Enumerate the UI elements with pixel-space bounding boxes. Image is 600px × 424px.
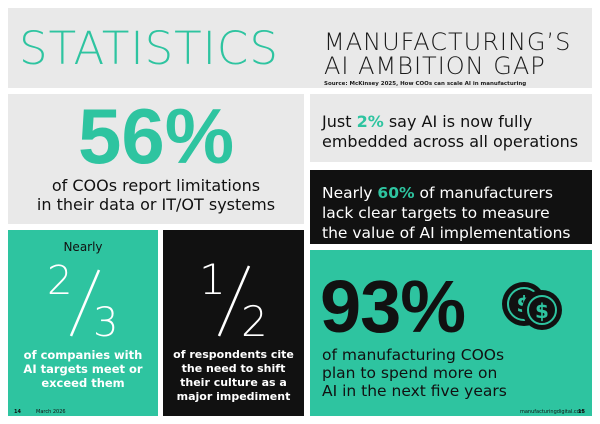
fraction-two-thirds: 2 3 bbox=[47, 258, 118, 340]
page-title: MANUFACTURING’S AI AMBITION GAP bbox=[324, 30, 571, 78]
caption-line: Just 2% say AI is now fully bbox=[322, 112, 578, 132]
stat-caption: of respondents cite the need to shift th… bbox=[163, 348, 304, 404]
caption-line: embedded across all operations bbox=[322, 132, 579, 151]
stat-card-spend-more: 93% $ $ of manufacturing COOs plan to sp… bbox=[310, 250, 592, 416]
stat-caption: of companies with AI targets meet or exc… bbox=[8, 348, 158, 390]
fraction-one-half: 1 2 bbox=[199, 255, 268, 340]
caption-line: of companies with bbox=[23, 348, 143, 362]
caption-suffix: of manufacturers bbox=[414, 184, 553, 202]
page-number-left: 14 bbox=[14, 409, 21, 415]
stat-caption: Just 2% say AI is now fully embedded acr… bbox=[322, 112, 578, 152]
stat-caption: of COOs report limitations in their data… bbox=[8, 176, 304, 214]
stat-value: 2% bbox=[356, 112, 384, 131]
caption-line: major impediment bbox=[176, 390, 291, 403]
issue-date: March 2026 bbox=[36, 409, 66, 415]
caption-line: of respondents cite bbox=[173, 348, 294, 361]
caption-line: exceed them bbox=[41, 376, 125, 390]
stat-card-two-thirds: Nearly 2 3 of companies with AI targets … bbox=[8, 230, 158, 416]
website-link[interactable]: manufacturingdigital.com bbox=[520, 409, 585, 415]
caption-line: of COOs report limitations bbox=[51, 176, 261, 195]
stat-card-targets: Nearly 60% of manufacturers lack clear t… bbox=[310, 170, 592, 244]
dollar-coins-icon: $ $ bbox=[502, 282, 562, 330]
caption-line: the need to shift bbox=[181, 362, 286, 375]
caption-prefix: Nearly bbox=[322, 184, 378, 202]
caption-line: plan to spend more on bbox=[322, 364, 498, 382]
source-note: Source: McKinsey 2025, How COOs can scal… bbox=[324, 81, 527, 87]
title-line-1: MANUFACTURING’S bbox=[324, 28, 572, 56]
header-panel: STATISTICS MANUFACTURING’S AI AMBITION G… bbox=[8, 8, 592, 88]
stat-prefix: Nearly bbox=[63, 240, 103, 254]
svg-text:$: $ bbox=[535, 299, 549, 323]
stat-caption: Nearly 60% of manufacturers lack clear t… bbox=[322, 183, 570, 243]
stat-card-embedded: Just 2% say AI is now fully embedded acr… bbox=[310, 94, 592, 162]
caption-line: AI in the next five years bbox=[322, 382, 507, 400]
fraction-slash bbox=[69, 269, 101, 337]
caption-line: of manufacturing COOs bbox=[322, 346, 505, 364]
page-number-right: 15 bbox=[578, 409, 585, 415]
stat-card-coo-limits: 56% of COOs report limitations in their … bbox=[8, 94, 304, 224]
stat-value: 60% bbox=[377, 184, 415, 202]
caption-line: lack clear targets to measure bbox=[322, 204, 550, 222]
title-line-2: AI AMBITION GAP bbox=[324, 52, 546, 80]
caption-line: their culture as a bbox=[180, 376, 287, 389]
stat-value: 56% bbox=[77, 92, 235, 180]
caption-line: AI targets meet or bbox=[23, 362, 143, 376]
fraction-numerator: 2 bbox=[47, 258, 72, 304]
caption-prefix: Just bbox=[322, 112, 357, 131]
stat-value: 93% bbox=[320, 265, 466, 348]
caption-line: in their data or IT/OT systems bbox=[36, 195, 276, 214]
caption-suffix: say AI is now fully bbox=[383, 112, 533, 131]
stat-card-half: 1 2 of respondents cite the need to shif… bbox=[163, 230, 304, 416]
section-label: STATISTICS bbox=[19, 22, 279, 75]
fraction-numerator: 1 bbox=[199, 255, 226, 304]
fraction-denominator: 2 bbox=[241, 297, 268, 340]
caption-line: Nearly 60% of manufacturers bbox=[322, 183, 570, 203]
fraction-slash bbox=[217, 265, 251, 337]
stat-caption: of manufacturing COOs plan to spend more… bbox=[322, 346, 507, 400]
fraction-denominator: 3 bbox=[93, 300, 118, 340]
caption-line: the value of AI implementations bbox=[322, 224, 571, 242]
